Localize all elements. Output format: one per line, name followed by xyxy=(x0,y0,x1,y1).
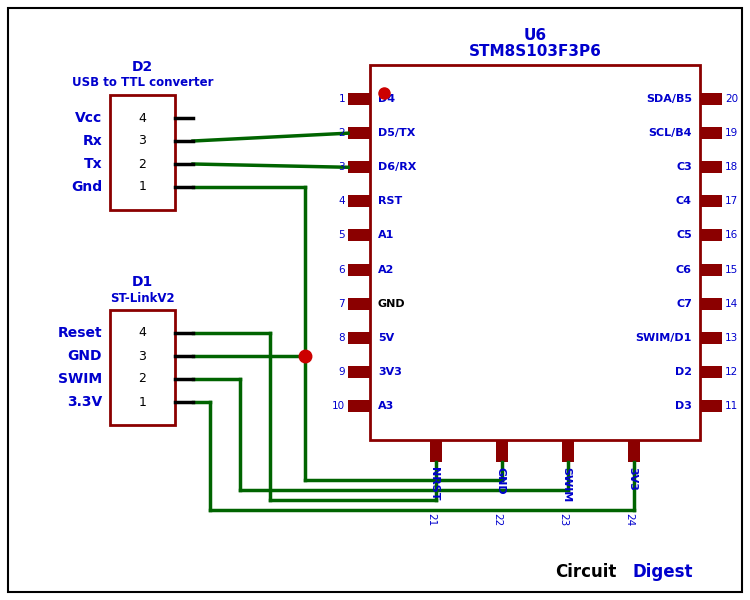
Text: 1: 1 xyxy=(139,395,146,409)
Text: 15: 15 xyxy=(725,265,738,275)
Text: 3V3: 3V3 xyxy=(627,467,637,491)
Text: GND: GND xyxy=(378,299,406,308)
Bar xyxy=(110,310,175,425)
Bar xyxy=(628,440,640,462)
Text: 4: 4 xyxy=(139,112,146,124)
Text: 5V: 5V xyxy=(378,333,394,343)
Bar xyxy=(700,366,722,378)
Bar xyxy=(562,440,574,462)
Text: Reset: Reset xyxy=(57,326,102,340)
Text: 4: 4 xyxy=(338,196,345,206)
Text: 1: 1 xyxy=(338,94,345,104)
Text: U6: U6 xyxy=(524,28,547,43)
Bar xyxy=(348,93,370,105)
Text: 3: 3 xyxy=(338,162,345,172)
Bar xyxy=(370,65,700,440)
Bar xyxy=(700,196,722,208)
Bar xyxy=(700,298,722,310)
Text: 16: 16 xyxy=(725,230,738,241)
Bar xyxy=(348,298,370,310)
Text: D2: D2 xyxy=(675,367,692,377)
Bar xyxy=(348,332,370,344)
Text: 5: 5 xyxy=(338,230,345,241)
Bar xyxy=(348,400,370,412)
Bar xyxy=(348,263,370,275)
Text: 2: 2 xyxy=(139,157,146,170)
Bar xyxy=(700,229,722,241)
Text: A3: A3 xyxy=(378,401,394,411)
Text: 14: 14 xyxy=(725,299,738,308)
Text: 24: 24 xyxy=(624,514,634,527)
Text: 6: 6 xyxy=(338,265,345,275)
Text: 21: 21 xyxy=(426,514,436,527)
Bar xyxy=(700,400,722,412)
Bar xyxy=(348,196,370,208)
Bar xyxy=(110,95,175,210)
Text: RST: RST xyxy=(378,196,402,206)
Text: 3.3V: 3.3V xyxy=(67,395,102,409)
Bar xyxy=(700,263,722,275)
Text: C5: C5 xyxy=(676,230,692,241)
Text: 13: 13 xyxy=(725,333,738,343)
Text: 23: 23 xyxy=(558,514,568,527)
Text: 20: 20 xyxy=(725,94,738,104)
Text: C3: C3 xyxy=(676,162,692,172)
Text: 11: 11 xyxy=(725,401,738,411)
Bar xyxy=(496,440,508,462)
Text: USB to TTL converter: USB to TTL converter xyxy=(72,76,213,89)
Bar xyxy=(700,93,722,105)
Text: Gnd: Gnd xyxy=(70,180,102,194)
Text: STM8S103F3P6: STM8S103F3P6 xyxy=(469,44,602,59)
Bar xyxy=(700,332,722,344)
Text: 7: 7 xyxy=(338,299,345,308)
Text: 9: 9 xyxy=(338,367,345,377)
Text: 12: 12 xyxy=(725,367,738,377)
Text: D4: D4 xyxy=(378,94,395,104)
Text: 8: 8 xyxy=(338,333,345,343)
Text: Vcc: Vcc xyxy=(75,111,102,125)
Text: Circuit: Circuit xyxy=(555,563,616,581)
Text: GND: GND xyxy=(495,467,505,494)
Text: D6/RX: D6/RX xyxy=(378,162,416,172)
Text: C4: C4 xyxy=(676,196,692,206)
Text: 3: 3 xyxy=(139,349,146,362)
Text: NRST: NRST xyxy=(429,467,439,500)
Text: 1: 1 xyxy=(139,181,146,193)
Bar xyxy=(430,440,442,462)
Bar xyxy=(700,127,722,139)
Text: ST-LinkV2: ST-LinkV2 xyxy=(110,292,175,304)
Text: SWIM: SWIM xyxy=(58,372,102,386)
Text: 17: 17 xyxy=(725,196,738,206)
Text: 10: 10 xyxy=(332,401,345,411)
Text: D1: D1 xyxy=(132,275,153,289)
Text: SWIM/D1: SWIM/D1 xyxy=(635,333,692,343)
Text: SCL/B4: SCL/B4 xyxy=(649,128,692,138)
Text: C6: C6 xyxy=(676,265,692,275)
Text: A1: A1 xyxy=(378,230,394,241)
Text: 19: 19 xyxy=(725,128,738,138)
Text: D2: D2 xyxy=(132,60,153,74)
Bar xyxy=(348,161,370,173)
Text: Rx: Rx xyxy=(82,134,102,148)
Text: SDA/B5: SDA/B5 xyxy=(646,94,692,104)
Text: D3: D3 xyxy=(675,401,692,411)
Text: Digest: Digest xyxy=(632,563,692,581)
Text: D5/TX: D5/TX xyxy=(378,128,416,138)
Text: A2: A2 xyxy=(378,265,394,275)
Text: SWIM: SWIM xyxy=(561,467,571,502)
Text: Tx: Tx xyxy=(83,157,102,171)
Text: GND: GND xyxy=(68,349,102,363)
Bar xyxy=(348,127,370,139)
Text: 3: 3 xyxy=(139,134,146,148)
Bar xyxy=(700,161,722,173)
Bar xyxy=(348,229,370,241)
Text: 2: 2 xyxy=(338,128,345,138)
Text: 4: 4 xyxy=(139,326,146,340)
Text: C7: C7 xyxy=(676,299,692,308)
Text: 22: 22 xyxy=(492,514,502,527)
Text: 2: 2 xyxy=(139,373,146,385)
Text: 18: 18 xyxy=(725,162,738,172)
Bar xyxy=(348,366,370,378)
Text: 3V3: 3V3 xyxy=(378,367,402,377)
